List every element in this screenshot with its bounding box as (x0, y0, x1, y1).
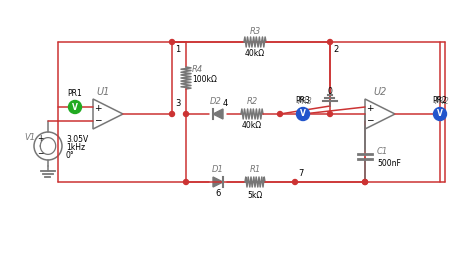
Text: 4: 4 (223, 100, 228, 108)
Text: V1: V1 (25, 134, 36, 143)
Circle shape (328, 112, 332, 117)
Circle shape (434, 107, 447, 121)
Circle shape (363, 179, 367, 184)
Circle shape (301, 112, 306, 117)
Text: PR3: PR3 (296, 96, 310, 105)
Text: 40kΩ: 40kΩ (242, 122, 262, 130)
Circle shape (170, 112, 174, 117)
Circle shape (69, 101, 82, 113)
Text: +: + (94, 104, 102, 113)
Circle shape (292, 179, 298, 184)
Text: D1: D1 (212, 166, 224, 174)
Text: 3.05V: 3.05V (66, 135, 88, 145)
Text: R2: R2 (246, 97, 258, 106)
Text: R3: R3 (249, 26, 261, 35)
Text: D2: D2 (210, 97, 222, 106)
Polygon shape (213, 109, 223, 119)
Text: R4: R4 (192, 66, 203, 74)
Circle shape (183, 179, 189, 184)
Text: −: − (366, 115, 374, 124)
Text: −: − (94, 115, 102, 124)
Text: U1: U1 (96, 87, 109, 97)
Text: V: V (72, 102, 78, 112)
Text: −: − (37, 149, 44, 158)
Text: 1: 1 (175, 46, 180, 54)
Circle shape (170, 40, 174, 45)
Text: V: V (300, 110, 306, 118)
Text: 5kΩ: 5kΩ (247, 190, 263, 199)
Text: PR2: PR2 (433, 96, 447, 105)
Circle shape (183, 112, 189, 117)
Circle shape (277, 112, 283, 117)
Text: 6: 6 (215, 189, 220, 199)
Circle shape (297, 107, 310, 121)
Text: PR2: PR2 (435, 96, 449, 106)
Text: 100kΩ: 100kΩ (192, 75, 217, 85)
Text: C1: C1 (377, 146, 388, 156)
Text: R1: R1 (249, 166, 261, 174)
Polygon shape (213, 177, 223, 187)
Text: 40kΩ: 40kΩ (245, 50, 265, 58)
Circle shape (363, 179, 367, 184)
Circle shape (328, 40, 332, 45)
Text: 3: 3 (176, 100, 181, 108)
Text: 7: 7 (298, 170, 303, 178)
Text: 500nF: 500nF (377, 160, 401, 168)
Text: 2: 2 (333, 46, 338, 54)
Text: 0: 0 (328, 88, 332, 96)
Text: U2: U2 (374, 87, 387, 97)
Circle shape (438, 112, 443, 117)
Text: 0°: 0° (66, 151, 75, 161)
Text: PR3: PR3 (298, 97, 312, 106)
Text: 1kHz: 1kHz (66, 144, 85, 152)
Text: +: + (37, 134, 44, 143)
Text: V: V (437, 110, 443, 118)
Text: +: + (366, 104, 374, 113)
Text: PR1: PR1 (68, 89, 82, 98)
